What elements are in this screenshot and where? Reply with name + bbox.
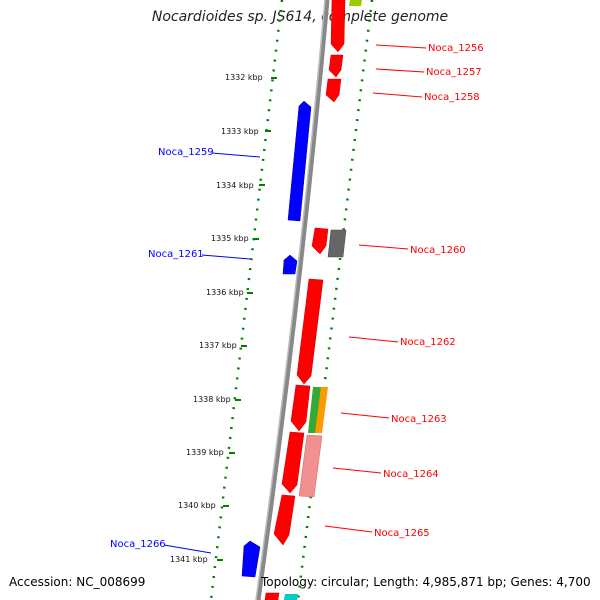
gene-noca-1260[interactable] bbox=[311, 227, 329, 255]
label-noca-1256[interactable]: Noca_1256 bbox=[428, 43, 484, 54]
right-tick-rail bbox=[296, 0, 374, 600]
label-noca-1258[interactable]: Noca_1258 bbox=[424, 92, 480, 103]
gene-gray-feature[interactable] bbox=[327, 229, 347, 258]
label-noca-1259[interactable]: Noca_1259 bbox=[158, 147, 214, 158]
connector-noca-1256 bbox=[375, 44, 427, 49]
label-noca-1261[interactable]: Noca_1261 bbox=[148, 249, 204, 260]
genome-summary-text: Topology: circular; Length: 4,985,871 bp… bbox=[261, 575, 591, 589]
gene-cyan-feature[interactable] bbox=[284, 594, 298, 600]
connector-noca-1265 bbox=[324, 525, 373, 533]
gene-noca-1263[interactable] bbox=[290, 384, 311, 432]
kbp-label-1334: 1334 kbp bbox=[216, 181, 254, 190]
label-noca-1265[interactable]: Noca_1265 bbox=[374, 528, 430, 539]
label-noca-1264[interactable]: Noca_1264 bbox=[383, 469, 439, 480]
gene-noca-1257[interactable] bbox=[328, 54, 344, 78]
connector-noca-1257 bbox=[375, 68, 425, 73]
connector-noca-1258 bbox=[372, 92, 423, 98]
kbp-label-1332: 1332 kbp bbox=[225, 73, 263, 82]
kbp-label-1333: 1333 kbp bbox=[221, 127, 259, 136]
backbone-highlight bbox=[255, 0, 326, 600]
connector-noca-1266 bbox=[163, 544, 212, 554]
gene-bottom-fragment[interactable] bbox=[264, 592, 280, 600]
connector-noca-1261 bbox=[201, 254, 251, 260]
label-connectors bbox=[163, 44, 427, 554]
gene-noca-1261[interactable] bbox=[282, 254, 298, 275]
gene-noca-1256[interactable] bbox=[330, 0, 346, 53]
kbp-label-1338: 1338 kbp bbox=[193, 395, 231, 404]
gene-pink-feature[interactable] bbox=[298, 434, 323, 498]
label-noca-1260[interactable]: Noca_1260 bbox=[410, 245, 466, 256]
gene-orange-feature[interactable] bbox=[315, 387, 328, 433]
reverse-genes bbox=[241, 100, 312, 578]
gene-noca-1262[interactable] bbox=[296, 278, 324, 385]
accession-text: Accession: NC_008699 bbox=[9, 575, 146, 589]
connector-noca-1259 bbox=[211, 152, 261, 158]
kbp-label-1341: 1341 kbp bbox=[170, 555, 208, 564]
gene-noca-1259[interactable] bbox=[287, 100, 312, 222]
gene-noca-1266[interactable] bbox=[241, 540, 261, 578]
forward-genes bbox=[264, 0, 346, 600]
label-noca-1262[interactable]: Noca_1262 bbox=[400, 337, 456, 348]
label-noca-1263[interactable]: Noca_1263 bbox=[391, 414, 447, 425]
map-title: Nocardioides sp. JS614, complete genome bbox=[151, 9, 449, 25]
left-tick-rail bbox=[209, 0, 284, 600]
label-noca-1266[interactable]: Noca_1266 bbox=[110, 539, 166, 550]
kbp-label-1336: 1336 kbp bbox=[206, 288, 244, 297]
kbp-label-1340: 1340 kbp bbox=[178, 501, 216, 510]
gene-lime-feature[interactable] bbox=[349, 0, 362, 6]
genome-backbone bbox=[255, 0, 330, 600]
kbp-label-1339: 1339 kbp bbox=[186, 448, 224, 457]
connector-noca-1263 bbox=[340, 412, 390, 419]
kbp-label-1337: 1337 kbp bbox=[199, 341, 237, 350]
connector-noca-1264 bbox=[332, 467, 382, 474]
kbp-label-1335: 1335 kbp bbox=[211, 234, 249, 243]
gene-green-feature[interactable] bbox=[308, 387, 321, 433]
gene-noca-1264[interactable] bbox=[281, 431, 305, 494]
connector-noca-1260 bbox=[358, 244, 409, 250]
gene-noca-1258[interactable] bbox=[325, 78, 342, 103]
connector-noca-1262 bbox=[348, 336, 399, 343]
label-noca-1257[interactable]: Noca_1257 bbox=[426, 67, 482, 78]
gene-noca-1265[interactable] bbox=[273, 494, 296, 546]
kbp-ticks bbox=[217, 77, 277, 561]
